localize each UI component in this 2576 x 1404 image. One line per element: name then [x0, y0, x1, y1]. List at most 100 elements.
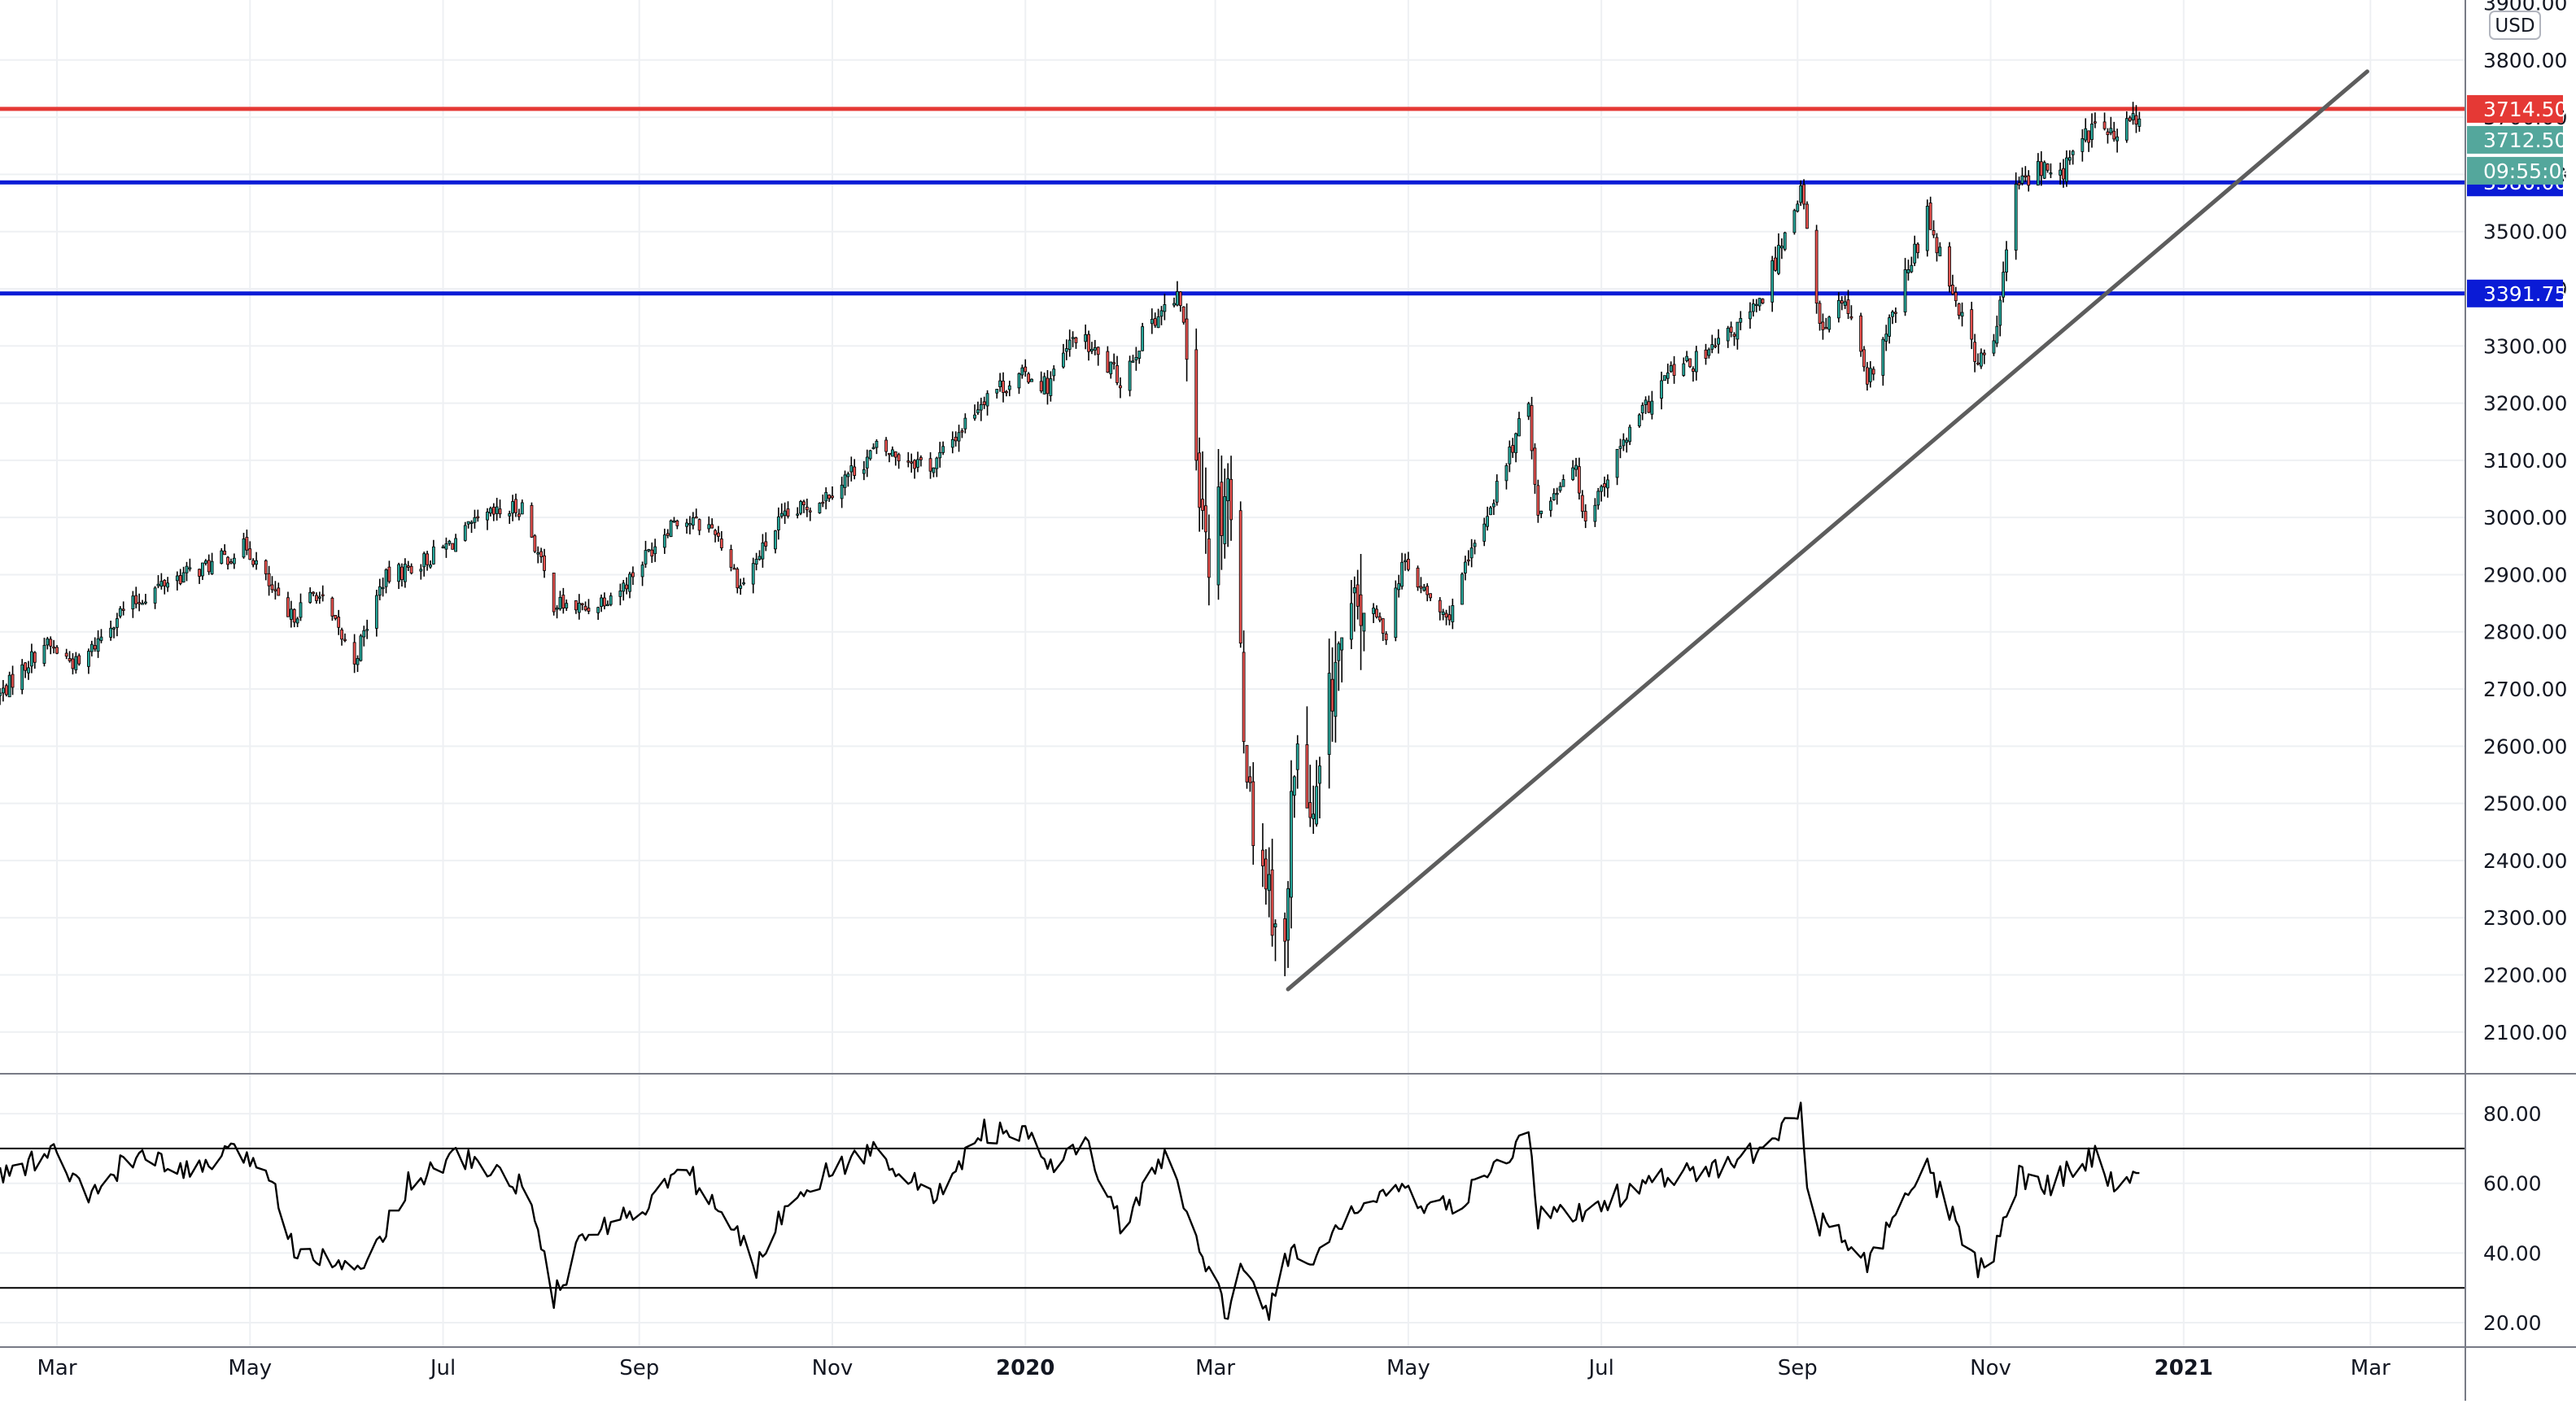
candle-body	[1669, 365, 1673, 373]
candle-body	[486, 511, 489, 521]
candle-body	[625, 584, 629, 590]
candle-body	[1865, 367, 1869, 385]
candle-body	[1603, 483, 1606, 488]
candle-body	[1330, 678, 1334, 712]
candle-body	[11, 674, 15, 688]
candle-body	[1910, 264, 1914, 273]
candle-body	[1441, 611, 1445, 615]
candle-body	[1134, 356, 1138, 360]
horizontal-levels[interactable]	[0, 107, 2465, 296]
candle-body	[223, 551, 227, 556]
candle-body	[653, 546, 657, 555]
candle-body	[928, 458, 932, 472]
candle-body	[1622, 439, 1626, 447]
candle-body	[739, 585, 743, 589]
candle-body	[514, 499, 517, 513]
candle-body	[1761, 299, 1765, 303]
candle-body	[1827, 316, 1832, 330]
candle-body	[729, 549, 733, 568]
candle-body	[2039, 161, 2043, 177]
candle-body	[2037, 160, 2040, 186]
candle-body	[884, 439, 888, 452]
candle-body	[603, 597, 606, 607]
currency-badge[interactable]: USD	[2489, 11, 2541, 40]
candle-body	[511, 501, 515, 514]
candle-body	[574, 600, 578, 611]
candle-body	[1463, 561, 1467, 573]
candle-body	[916, 459, 919, 468]
candle-body	[2042, 162, 2046, 179]
candle-body	[530, 504, 534, 538]
rsi-axis-label: 20.00	[2483, 1311, 2542, 1335]
candle-body	[1201, 499, 1204, 511]
rsi-line	[0, 1101, 2140, 1321]
candle-body	[1644, 399, 1648, 405]
candle-body	[340, 629, 343, 640]
candle-body	[1349, 603, 1353, 640]
candle-body	[1156, 316, 1160, 329]
time-axis-label: Mar	[1195, 1356, 1235, 1380]
candle-body	[1688, 358, 1692, 368]
price-axis-label: 2300.00	[2483, 906, 2567, 930]
candle-body	[1426, 586, 1430, 595]
rsi-axis-label: 60.00	[2483, 1172, 2542, 1196]
candle-body	[1754, 303, 1758, 307]
candle-body	[251, 560, 255, 565]
currency-label: USD	[2495, 15, 2535, 37]
candle-body	[808, 510, 812, 512]
candle-body	[1116, 365, 1119, 383]
candle-body	[1777, 245, 1780, 274]
candle-body	[1064, 348, 1068, 352]
candle-body	[508, 513, 512, 517]
candle-body	[469, 521, 474, 525]
candle-body	[631, 572, 635, 578]
candle-body	[853, 466, 857, 476]
time-axis-label: May	[1386, 1356, 1430, 1380]
candle-body	[1052, 368, 1056, 377]
candle-body	[295, 618, 299, 624]
axis-labels[interactable]: 2100.00 2200.00 2300.00 2400.00 2500.00 2600.…	[37, 0, 2567, 1380]
candle-body	[1290, 791, 1293, 898]
candle-body	[799, 501, 802, 514]
candle-body	[1178, 291, 1182, 307]
trendline-group[interactable]	[1286, 69, 2369, 992]
candle-body	[2124, 118, 2128, 141]
candle-body	[1429, 593, 1433, 599]
candle-body	[1596, 491, 1600, 506]
candle-body	[1583, 511, 1587, 521]
candle-body	[71, 658, 75, 669]
candle-body	[1267, 874, 1271, 892]
candle-body	[451, 543, 455, 550]
level-price-badge: 3714.50	[2467, 94, 2567, 123]
candle-body	[1207, 538, 1211, 578]
candle-body	[1796, 203, 1800, 212]
price-axis-label: 3300.00	[2483, 334, 2567, 358]
candle-body	[1884, 334, 1888, 342]
candle-body	[1137, 351, 1142, 359]
candle-body	[1976, 362, 1980, 365]
candle-body	[1416, 567, 1420, 588]
candle-body	[384, 569, 388, 587]
candlestick-series[interactable]	[0, 102, 2142, 977]
candle-body	[998, 380, 1002, 387]
candle-body	[156, 583, 160, 586]
candle-body	[1176, 290, 1179, 306]
candle-body	[476, 516, 480, 519]
candle-body	[2071, 150, 2075, 155]
candle-body	[1312, 813, 1316, 820]
candle-body	[185, 565, 189, 573]
candle-body	[1198, 452, 1202, 508]
candle-body	[714, 530, 717, 535]
candle-body	[1007, 385, 1011, 390]
candle-body	[264, 560, 268, 574]
candle-body	[1757, 298, 1762, 307]
candle-body	[1571, 467, 1575, 480]
candle-body	[818, 503, 822, 513]
candle-body	[1979, 352, 1983, 367]
candle-body	[153, 587, 157, 604]
candle-body	[1181, 306, 1185, 323]
candle-body	[359, 635, 363, 661]
candle-body	[55, 647, 59, 654]
